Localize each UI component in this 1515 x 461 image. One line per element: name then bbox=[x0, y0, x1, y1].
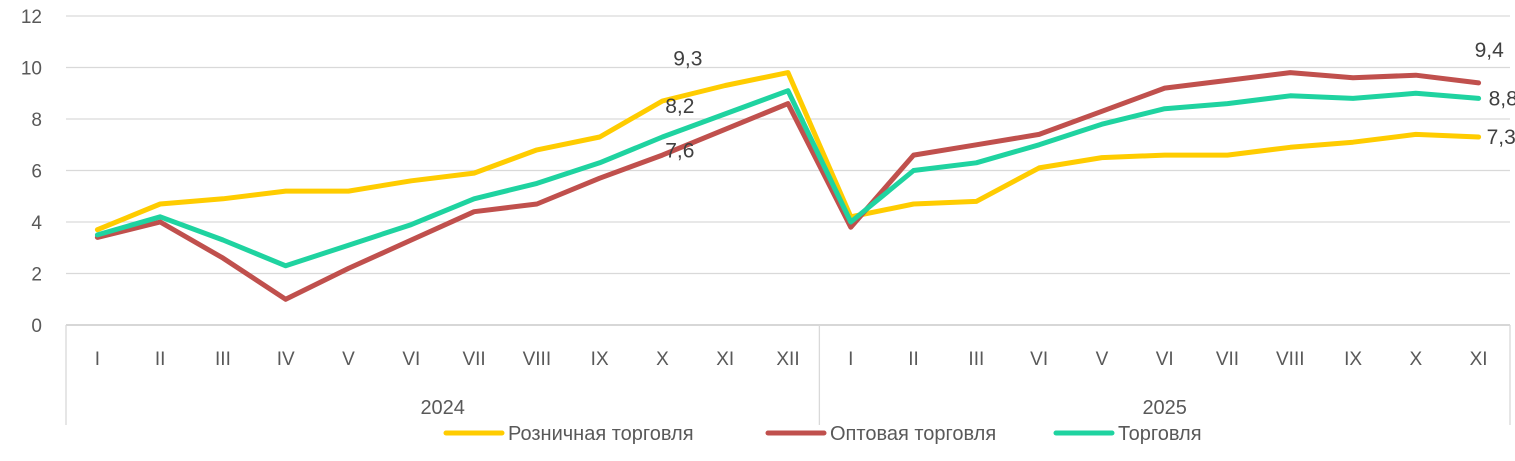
y-tick-label: 0 bbox=[31, 316, 42, 337]
y-tick-label: 8 bbox=[31, 110, 42, 131]
y-tick-label: 6 bbox=[31, 162, 42, 183]
series-line-2 bbox=[94, 70, 1482, 302]
x-tick-label: IV bbox=[277, 349, 295, 370]
x-tick-label: VII bbox=[1216, 349, 1239, 370]
legend-label: Розничная торговля bbox=[508, 423, 694, 445]
x-tick-label: VII bbox=[462, 349, 485, 370]
series-line-1 bbox=[94, 70, 1482, 233]
x-tick-label: XI bbox=[716, 349, 734, 370]
x-tick-label: VIII bbox=[1276, 349, 1305, 370]
x-tick-label: VIII bbox=[523, 349, 552, 370]
x-tick-label: VI bbox=[402, 349, 420, 370]
x-tick-label: V bbox=[1096, 349, 1109, 370]
data-label: 8,8 bbox=[1489, 87, 1515, 110]
data-label: 8,2 bbox=[665, 95, 694, 118]
y-axis: 0 2 4 6 8 10 12 bbox=[21, 7, 43, 337]
y-tick-label: 10 bbox=[21, 59, 42, 80]
x-tick-label: I bbox=[95, 349, 100, 370]
series-lines bbox=[94, 70, 1482, 302]
data-label: 7,3 bbox=[1487, 126, 1515, 149]
data-labels: 9,3 8,2 7,6 9,4 8,8 7,3 bbox=[665, 39, 1515, 162]
series-line-3 bbox=[94, 88, 1482, 269]
data-label: 9,4 bbox=[1475, 39, 1505, 62]
legend: Розничная торговля Оптовая торговля Торгов… bbox=[443, 423, 1202, 445]
y-tick-label: 4 bbox=[31, 213, 42, 234]
year-group-label: 2024 bbox=[420, 397, 465, 419]
data-label: 7,6 bbox=[665, 139, 694, 162]
x-tick-label: II bbox=[908, 349, 919, 370]
x-tick-label: X bbox=[1409, 349, 1422, 370]
gridlines bbox=[66, 15, 1510, 326]
x-tick-label: XI bbox=[1470, 349, 1488, 370]
x-tick-label: I bbox=[848, 349, 853, 370]
x-tick-label: III bbox=[215, 349, 231, 370]
x-tick-label: VI bbox=[1030, 349, 1048, 370]
x-tick-label: IX bbox=[591, 349, 609, 370]
x-tick-label: IX bbox=[1344, 349, 1362, 370]
legend-label: Торговля bbox=[1118, 423, 1202, 445]
x-tick-label: III bbox=[968, 349, 984, 370]
x-axis: I II III IV V VI VII VIII IX X XI XII I II III VI V VI VII… bbox=[65, 325, 1511, 425]
x-tick-label: II bbox=[155, 349, 166, 370]
x-tick-label: XII bbox=[776, 349, 799, 370]
x-tick-label: VI bbox=[1156, 349, 1174, 370]
x-tick-label: X bbox=[656, 349, 669, 370]
x-tick-label: V bbox=[342, 349, 355, 370]
data-label: 9,3 bbox=[673, 48, 702, 71]
y-tick-label: 2 bbox=[31, 265, 42, 286]
legend-label: Оптовая торговля bbox=[830, 423, 996, 445]
y-tick-label: 12 bbox=[21, 7, 42, 28]
year-group-label: 2025 bbox=[1142, 397, 1187, 419]
